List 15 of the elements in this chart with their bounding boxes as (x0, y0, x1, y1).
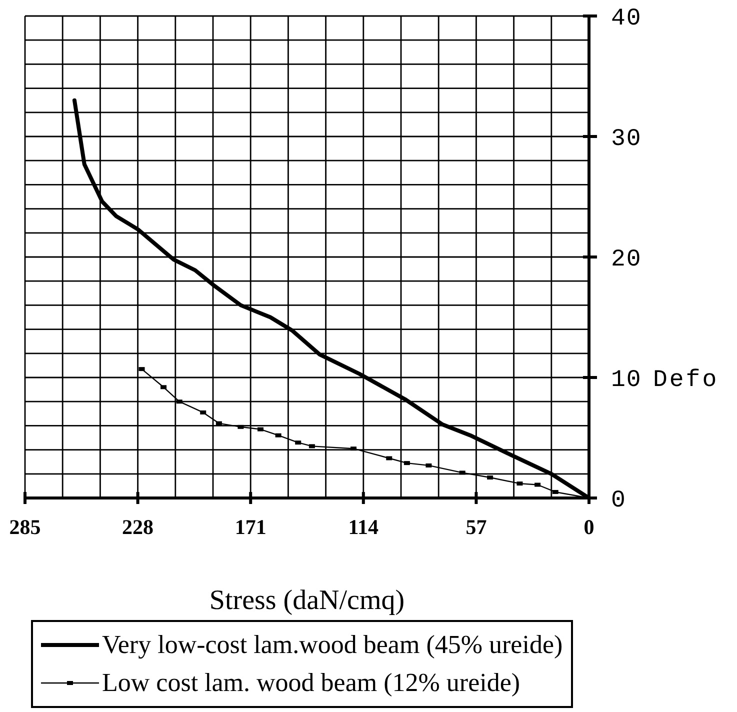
y-axis-title: Defo (653, 366, 719, 394)
x-tick-label: 285 (9, 515, 41, 539)
x-tick-label: 0 (584, 515, 594, 539)
x-tick-label: 171 (234, 515, 266, 539)
legend-label: Low cost lam. wood beam (12% ureide) (102, 668, 520, 698)
y-tick-label: 0 (611, 487, 626, 514)
y-tick-label: 10 (611, 366, 642, 394)
x-tick-label: 57 (466, 515, 487, 539)
x-tick-label: 114 (348, 515, 380, 539)
legend-label: Very low-cost lam.wood beam (45% ureide) (102, 630, 563, 660)
y-tick-label: 30 (611, 126, 642, 153)
x-tick-label: 228 (122, 515, 154, 539)
y-tick-label: 20 (611, 246, 642, 274)
x-axis-title: Stress (daN/cmq) (209, 585, 405, 616)
y-tick-label: 40 (611, 5, 642, 32)
